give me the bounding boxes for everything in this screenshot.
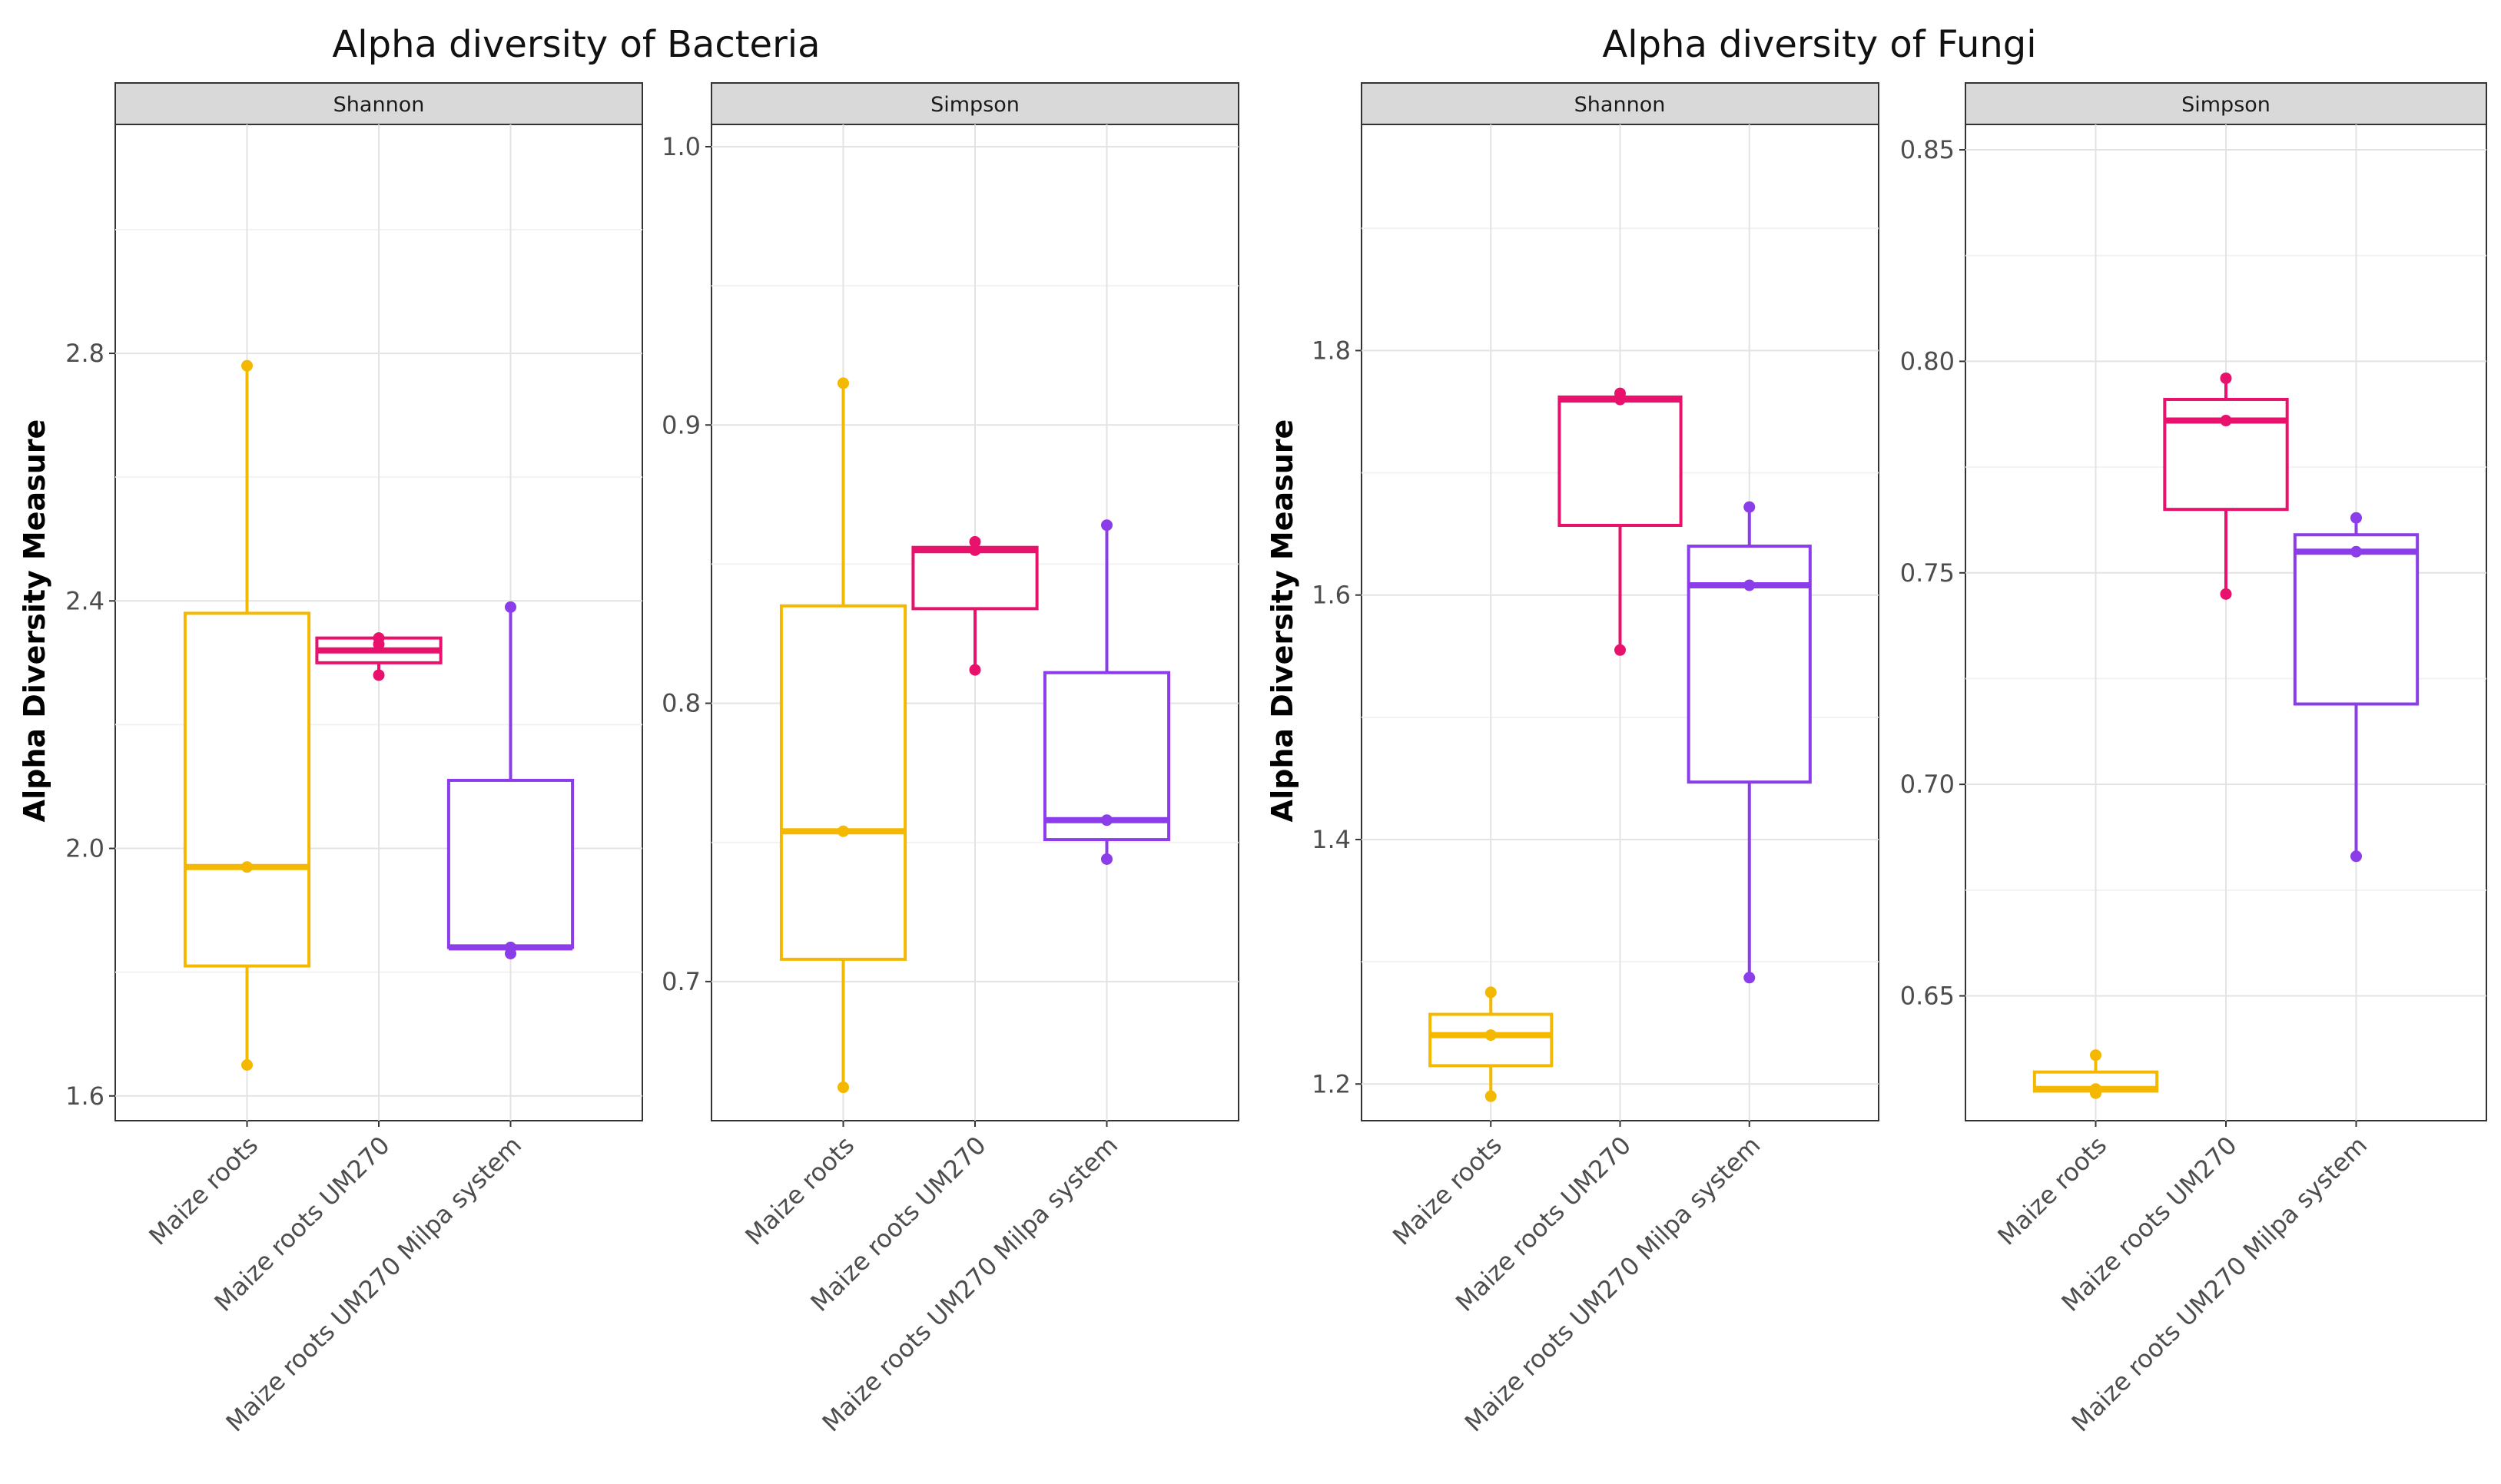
y-tick-label: 1.6 [1312,581,1351,610]
data-point [241,1058,253,1071]
y-tick-label: 2.0 [65,834,104,863]
data-point [969,535,981,548]
data-point [838,825,849,837]
strip-label: Simpson [2181,93,2270,117]
data-point [2220,372,2232,384]
fungi-title: Alpha diversity of Fungi [1602,23,2036,66]
y-tick-label: 0.80 [1900,346,1955,376]
y-tick-label: 1.0 [662,132,701,161]
data-point [2090,1083,2101,1095]
data-point [969,544,981,556]
boxplots [2032,372,2420,1099]
y-tick-label: 0.7 [662,967,701,996]
data-point [1101,853,1113,865]
box-iqr [446,778,575,949]
data-point [2350,545,2362,558]
box-iqr [1043,671,1171,842]
bacteria-chart: Alpha diversity of Bacteria Alpha Divers… [18,23,1239,1437]
data-point [1614,387,1626,399]
strip-label: Shannon [1574,93,1666,117]
bacteria-ylabel: Alpha Diversity Measure [18,419,51,823]
data-point [2220,588,2232,600]
data-point [838,1082,849,1094]
y-axis-ticks: 1.2 1.4 1.6 1.8 [1312,336,1362,1098]
data-point [373,669,385,681]
data-point [2220,415,2232,427]
box-iqr [911,545,1039,611]
y-axis-ticks: 0.7 0.8 0.9 1.0 [662,132,711,996]
data-point [505,601,516,613]
y-tick-label: 0.70 [1900,770,1955,799]
strip-background [1965,82,2487,125]
data-point [838,377,849,389]
y-tick-label: 0.85 [1900,135,1955,164]
y-tick-label: 2.8 [65,339,104,368]
data-point [1614,644,1626,656]
boxplots [183,359,575,1071]
data-point [505,941,516,953]
data-point [1101,814,1113,826]
data-point [241,861,253,873]
data-point [373,632,385,644]
y-tick-label: 0.65 [1900,982,1955,1011]
y-axis-ticks: 1.6 2.0 2.4 2.8 [65,339,115,1111]
data-point [2090,1049,2101,1062]
data-point [1743,972,1756,984]
boxplots [1428,387,1812,1102]
y-tick-label: 0.75 [1900,558,1955,588]
y-tick-label: 1.6 [65,1082,104,1111]
data-point [1743,501,1756,513]
fungi-ylabel: Alpha Diversity Measure [1265,419,1299,823]
data-point [2350,512,2362,524]
data-point [1101,519,1113,532]
strip-label: Shannon [333,93,425,117]
box-iqr [183,611,311,968]
data-point [1484,1029,1497,1042]
data-point [241,359,253,372]
boxplots [779,377,1171,1094]
y-tick-label: 0.8 [662,689,701,718]
data-point [1484,1090,1497,1102]
strip-background [711,82,1239,125]
y-tick-label: 1.8 [1312,336,1351,365]
box-iqr [2293,533,2420,706]
data-point [969,664,981,676]
y-tick-label: 1.4 [1312,825,1351,854]
y-tick-label: 1.2 [1312,1069,1351,1098]
data-point [1743,579,1756,591]
data-point [2350,850,2362,863]
box-iqr [779,604,907,961]
strip-background [114,82,643,125]
bacteria-title: Alpha diversity of Bacteria [332,23,820,66]
y-tick-label: 0.9 [662,410,701,439]
box-iqr [1557,395,1683,527]
y-axis-ticks: 0.65 0.70 0.75 0.80 0.85 [1900,135,1965,1011]
data-point [1484,986,1497,999]
strip-label: Simpson [930,93,1020,117]
y-tick-label: 2.4 [65,586,104,615]
